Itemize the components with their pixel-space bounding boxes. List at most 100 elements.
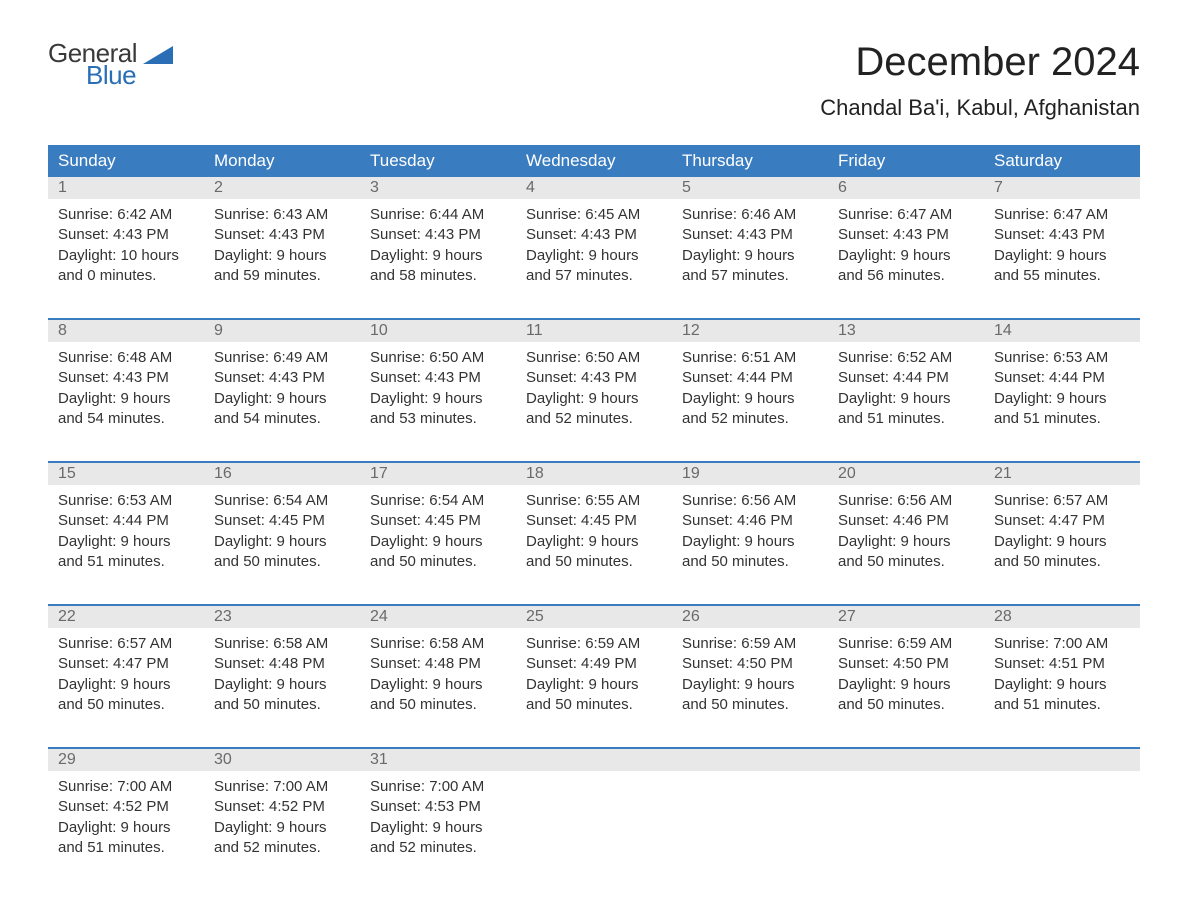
day-number: 1 [48, 177, 204, 199]
sunrise-text: Sunrise: 6:54 AM [370, 491, 506, 511]
daylight-text-2: and 50 minutes. [682, 695, 818, 715]
daylight-text-2: and 51 minutes. [838, 409, 974, 429]
day-number: 10 [360, 320, 516, 342]
daylight-text-1: Daylight: 9 hours [994, 532, 1130, 552]
sunrise-text: Sunrise: 7:00 AM [370, 777, 506, 797]
day-cell: Sunrise: 6:44 AMSunset: 4:43 PMDaylight:… [360, 199, 516, 300]
day-number [984, 749, 1140, 771]
day-number: 2 [204, 177, 360, 199]
day-number [516, 749, 672, 771]
day-cell: Sunrise: 6:59 AMSunset: 4:50 PMDaylight:… [828, 628, 984, 729]
daylight-text-2: and 51 minutes. [994, 695, 1130, 715]
daylight-text-1: Daylight: 9 hours [370, 246, 506, 266]
sunrise-text: Sunrise: 7:00 AM [214, 777, 350, 797]
daylight-text-1: Daylight: 9 hours [682, 532, 818, 552]
daylight-text-1: Daylight: 9 hours [526, 246, 662, 266]
day-number: 3 [360, 177, 516, 199]
day-cell: Sunrise: 6:42 AMSunset: 4:43 PMDaylight:… [48, 199, 204, 300]
day-cell: Sunrise: 7:00 AMSunset: 4:53 PMDaylight:… [360, 771, 516, 872]
sunset-text: Sunset: 4:44 PM [682, 368, 818, 388]
day-number: 21 [984, 463, 1140, 485]
daylight-text-2: and 54 minutes. [214, 409, 350, 429]
sunset-text: Sunset: 4:50 PM [838, 654, 974, 674]
daylight-text-2: and 50 minutes. [526, 695, 662, 715]
sunrise-text: Sunrise: 6:50 AM [370, 348, 506, 368]
weekday-header: Thursday [672, 145, 828, 177]
day-number [828, 749, 984, 771]
sunset-text: Sunset: 4:48 PM [214, 654, 350, 674]
daylight-text-2: and 50 minutes. [370, 552, 506, 572]
daylight-text-2: and 50 minutes. [214, 695, 350, 715]
calendar-week: 22232425262728Sunrise: 6:57 AMSunset: 4:… [48, 604, 1140, 729]
day-cell: Sunrise: 6:53 AMSunset: 4:44 PMDaylight:… [48, 485, 204, 586]
daynum-row: 891011121314 [48, 320, 1140, 342]
brand-flag-icon [143, 46, 173, 64]
weekday-header: Tuesday [360, 145, 516, 177]
daylight-text-1: Daylight: 9 hours [838, 389, 974, 409]
daylight-text-2: and 54 minutes. [58, 409, 194, 429]
sunrise-text: Sunrise: 6:57 AM [994, 491, 1130, 511]
daylight-text-1: Daylight: 9 hours [838, 675, 974, 695]
sunrise-text: Sunrise: 6:58 AM [214, 634, 350, 654]
day-number: 6 [828, 177, 984, 199]
daylight-text-2: and 58 minutes. [370, 266, 506, 286]
weekday-header: Sunday [48, 145, 204, 177]
sunset-text: Sunset: 4:50 PM [682, 654, 818, 674]
day-cell: Sunrise: 6:48 AMSunset: 4:43 PMDaylight:… [48, 342, 204, 443]
sunrise-text: Sunrise: 6:59 AM [838, 634, 974, 654]
sunrise-text: Sunrise: 6:59 AM [526, 634, 662, 654]
daylight-text-2: and 50 minutes. [370, 695, 506, 715]
brand-word2: Blue [86, 62, 173, 88]
calendar-week: 15161718192021Sunrise: 6:53 AMSunset: 4:… [48, 461, 1140, 586]
day-cell: Sunrise: 6:58 AMSunset: 4:48 PMDaylight:… [360, 628, 516, 729]
day-number: 16 [204, 463, 360, 485]
weekday-header: Wednesday [516, 145, 672, 177]
day-number: 4 [516, 177, 672, 199]
sunrise-text: Sunrise: 6:52 AM [838, 348, 974, 368]
sunrise-text: Sunrise: 6:53 AM [58, 491, 194, 511]
sunset-text: Sunset: 4:49 PM [526, 654, 662, 674]
daylight-text-2: and 57 minutes. [682, 266, 818, 286]
day-cell: Sunrise: 6:57 AMSunset: 4:47 PMDaylight:… [984, 485, 1140, 586]
weekday-header: Monday [204, 145, 360, 177]
day-number: 11 [516, 320, 672, 342]
sunset-text: Sunset: 4:43 PM [58, 225, 194, 245]
day-number [672, 749, 828, 771]
sunrise-text: Sunrise: 6:58 AM [370, 634, 506, 654]
calendar-week: 1234567Sunrise: 6:42 AMSunset: 4:43 PMDa… [48, 177, 1140, 300]
daylight-text-2: and 52 minutes. [526, 409, 662, 429]
daylight-text-1: Daylight: 9 hours [58, 532, 194, 552]
day-number: 15 [48, 463, 204, 485]
sunset-text: Sunset: 4:51 PM [994, 654, 1130, 674]
sunset-text: Sunset: 4:45 PM [370, 511, 506, 531]
day-cell [984, 771, 1140, 872]
sunset-text: Sunset: 4:47 PM [994, 511, 1130, 531]
sunrise-text: Sunrise: 6:56 AM [838, 491, 974, 511]
day-cell: Sunrise: 6:47 AMSunset: 4:43 PMDaylight:… [984, 199, 1140, 300]
sunset-text: Sunset: 4:43 PM [526, 368, 662, 388]
daylight-text-1: Daylight: 9 hours [682, 246, 818, 266]
sunset-text: Sunset: 4:43 PM [370, 368, 506, 388]
day-cell: Sunrise: 6:50 AMSunset: 4:43 PMDaylight:… [360, 342, 516, 443]
day-number: 23 [204, 606, 360, 628]
daylight-text-1: Daylight: 9 hours [370, 818, 506, 838]
sunrise-text: Sunrise: 6:49 AM [214, 348, 350, 368]
sunset-text: Sunset: 4:48 PM [370, 654, 506, 674]
daynum-row: 293031 [48, 749, 1140, 771]
daylight-text-1: Daylight: 9 hours [682, 389, 818, 409]
daylight-text-2: and 53 minutes. [370, 409, 506, 429]
calendar-week: 293031Sunrise: 7:00 AMSunset: 4:52 PMDay… [48, 747, 1140, 872]
sunset-text: Sunset: 4:46 PM [682, 511, 818, 531]
day-cell: Sunrise: 6:49 AMSunset: 4:43 PMDaylight:… [204, 342, 360, 443]
daylight-text-1: Daylight: 9 hours [838, 532, 974, 552]
day-number: 19 [672, 463, 828, 485]
daylight-text-2: and 55 minutes. [994, 266, 1130, 286]
calendar: SundayMondayTuesdayWednesdayThursdayFrid… [48, 145, 1140, 872]
day-number: 31 [360, 749, 516, 771]
daylight-text-1: Daylight: 9 hours [58, 389, 194, 409]
sunrise-text: Sunrise: 6:50 AM [526, 348, 662, 368]
sunrise-text: Sunrise: 6:44 AM [370, 205, 506, 225]
sunrise-text: Sunrise: 6:47 AM [838, 205, 974, 225]
daynum-row: 22232425262728 [48, 606, 1140, 628]
day-number: 27 [828, 606, 984, 628]
